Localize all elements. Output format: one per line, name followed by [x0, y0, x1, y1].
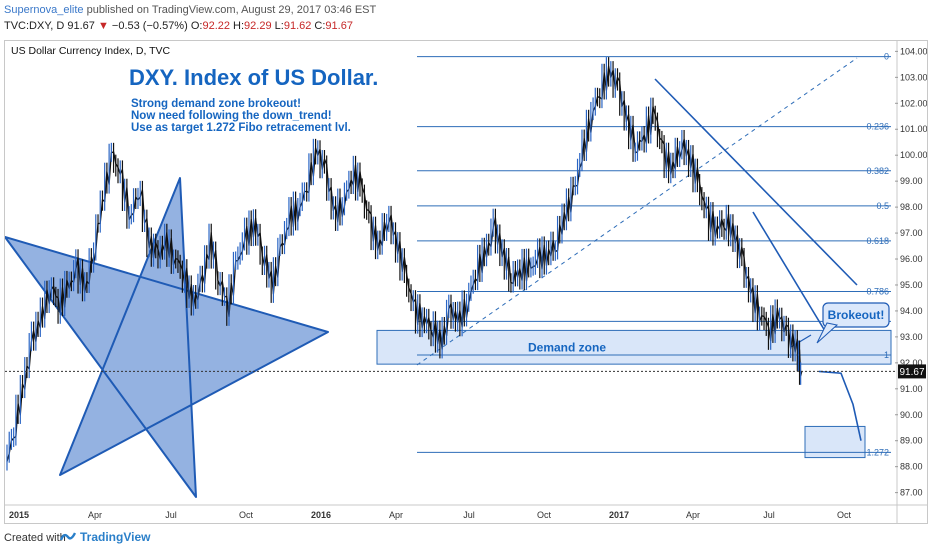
- zone-rect[interactable]: [376, 329, 892, 365]
- short-trend-line[interactable]: [752, 211, 826, 332]
- price-tick-label: 91.00: [900, 384, 923, 394]
- time-tick-label: Apr: [88, 510, 102, 520]
- time-tick-label: Apr: [686, 510, 700, 520]
- price-axis[interactable]: 87.00 88.00 89.00 90.00 91.00 92.00 93.00 94.00…: [895, 46, 928, 498]
- price-tick-label: 103.00: [900, 72, 927, 82]
- publish-info: published on TradingView.com, August 29,…: [86, 4, 377, 16]
- time-tick-label: 2016: [311, 510, 331, 520]
- time-tick-label: Oct: [537, 510, 552, 520]
- down-arrow-icon: ▼: [97, 20, 109, 32]
- fib-level-label: 1.272: [866, 447, 889, 457]
- open-value: 92.22: [202, 20, 230, 32]
- close-value: 91.67: [325, 20, 353, 32]
- time-tick-label: Apr: [389, 510, 403, 520]
- price-chart[interactable]: 87.00 88.00 89.00 90.00 91.00 92.00 93.00 94.00…: [4, 41, 928, 523]
- time-tick-label: Jul: [463, 510, 475, 520]
- time-tick-label: Jul: [763, 510, 775, 520]
- fib-level-label: 0.786: [866, 286, 889, 296]
- high-value: 92.29: [244, 20, 272, 32]
- zones-layer: Demand zone: [376, 329, 892, 459]
- close-label: C:: [314, 20, 326, 32]
- fib-level-label: 0.382: [866, 166, 889, 176]
- tradingview-brand[interactable]: TradingView: [80, 530, 151, 544]
- price-tick-label: 101.00: [900, 124, 927, 134]
- tradingview-logo-icon: [60, 532, 76, 541]
- price-tick-label: 99.00: [900, 176, 923, 186]
- chart-frame[interactable]: 87.00 88.00 89.00 90.00 91.00 92.00 93.00 94.00…: [4, 40, 928, 524]
- price-tick-label: 95.00: [900, 280, 923, 290]
- fib-level-label: 1: [884, 350, 889, 360]
- price-tick-label: 102.00: [900, 98, 927, 108]
- time-tick-label: 2015: [9, 510, 29, 520]
- fib-level-label: 0: [884, 52, 889, 62]
- symbol-label: TVC:DXY, D: [4, 20, 65, 32]
- created-with-text: Created with: [4, 532, 66, 544]
- price-tick-label: 97.00: [900, 228, 923, 238]
- downtrend-line[interactable]: [654, 78, 858, 286]
- price-tick-label: 90.00: [900, 410, 923, 420]
- time-axis[interactable]: 2015 Apr Jul Oct 2016 Apr Jul Oct 2017 Apr Jul Oct: [9, 510, 852, 520]
- low-value: 91.62: [283, 20, 312, 32]
- chart-header: Supernova_elite published on TradingView…: [0, 0, 932, 40]
- fib-trend-line[interactable]: [416, 57, 858, 366]
- price-tick-label: 89.00: [900, 436, 923, 446]
- callout-pointer: [816, 322, 839, 344]
- price-tick-label: 92.00: [900, 358, 923, 368]
- low-label: L:: [274, 20, 284, 32]
- price-tick-label: 104.00: [900, 46, 927, 56]
- publish-line: Supernova_elite published on TradingView…: [4, 4, 376, 16]
- footer-bar: Created with TradingView: [0, 526, 932, 550]
- last-price-marker: [898, 364, 926, 379]
- candle-layer: [6, 57, 802, 471]
- last-price-label: 91.67: [899, 367, 924, 378]
- note-line-2[interactable]: Now need following the down_trend!: [131, 110, 332, 122]
- chart-title: US Dollar Currency Index, D, TVC: [11, 45, 171, 57]
- projection-curve[interactable]: [818, 370, 862, 441]
- note-line-1[interactable]: Strong demand zone brokeout!: [131, 98, 301, 110]
- time-tick-label: 2017: [609, 510, 629, 520]
- star-shape[interactable]: [4, 177, 329, 498]
- star-drawing[interactable]: [4, 177, 329, 498]
- callout-box[interactable]: [822, 302, 890, 328]
- price-tick-label: 94.00: [900, 306, 923, 316]
- price-tick-label: 96.00: [900, 254, 923, 264]
- price-tick-label: 87.00: [900, 488, 923, 498]
- time-tick-label: Oct: [837, 510, 852, 520]
- open-label: O:: [190, 20, 203, 32]
- note-line-3[interactable]: Use as target 1.272 Fibo retracement lvl…: [131, 122, 351, 134]
- zone-rect[interactable]: [804, 425, 866, 459]
- price-tick-label: 98.00: [900, 202, 923, 212]
- headline-text[interactable]: DXY. Index of US Dollar.: [129, 65, 378, 90]
- callout-text: Brokeout!: [828, 308, 885, 322]
- change-value: −0.53 (−0.57%): [111, 20, 188, 32]
- fib-level-label: 0.618: [866, 236, 889, 246]
- high-label: H:: [233, 20, 245, 32]
- ohlc-line: TVC:DXY, D 91.67 ▼ −0.53 (−0.57%) O:92.2…: [4, 20, 353, 32]
- last-price: 91.67: [67, 20, 95, 32]
- time-tick-label: Oct: [239, 510, 254, 520]
- fib-level-label: 0.5: [876, 201, 889, 211]
- brokeout-callout[interactable]: Brokeout!: [816, 302, 890, 344]
- price-tick-label: 100.00: [900, 150, 927, 160]
- price-tick-label: 88.00: [900, 462, 923, 472]
- fib-level-label: 0.236: [866, 122, 889, 132]
- author-link[interactable]: Supernova_elite: [4, 4, 84, 16]
- price-tick-label: 93.00: [900, 332, 923, 342]
- demand-zone-label: Demand zone: [528, 340, 606, 354]
- time-tick-label: Jul: [165, 510, 177, 520]
